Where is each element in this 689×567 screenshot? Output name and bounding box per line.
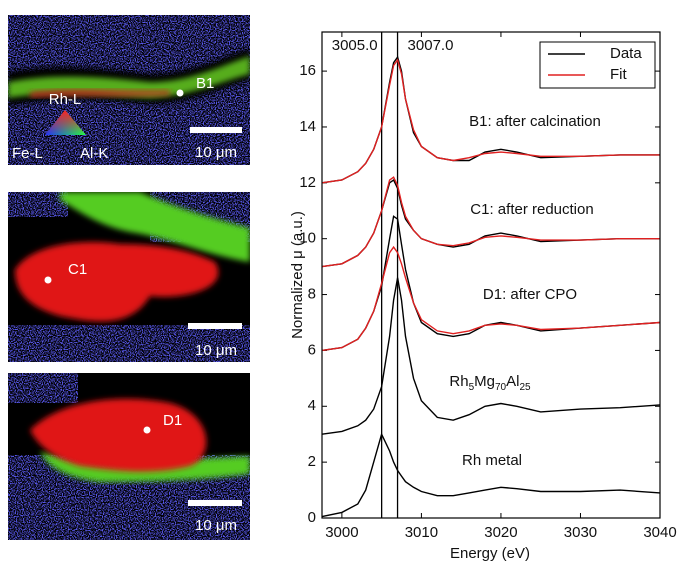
scale-bar (188, 323, 242, 329)
reference-label: 3005.0 (332, 37, 378, 54)
x-tick-label: 3030 (564, 524, 597, 541)
series-annotation: Rh metal (462, 452, 522, 469)
point-label: B1 (196, 75, 214, 92)
x-tick-label: 3000 (325, 524, 358, 541)
annotation-part: C1: after reduction (470, 201, 593, 218)
triangle-label: Al-K (80, 145, 108, 162)
point-marker (177, 90, 184, 97)
y-tick-label: 4 (308, 397, 316, 414)
triangle-label: Fe-L (12, 145, 43, 162)
map-panel (8, 192, 250, 362)
x-tick-label: 3040 (643, 524, 676, 541)
annotation-part: Al (506, 373, 519, 390)
triangle-label: Rh-L (49, 91, 82, 108)
x-tick-label: 3010 (405, 524, 438, 541)
fit-line (322, 177, 660, 266)
series-annotation: D1: after CPO (483, 286, 577, 303)
annotation-part: 70 (495, 382, 507, 393)
series-annotation: Rh5Mg70Al25 (449, 373, 531, 393)
annotation-part: B1: after calcination (469, 113, 601, 130)
y-tick-label: 2 (308, 453, 316, 470)
series-annotation: C1: after reduction (470, 201, 593, 218)
y-tick-label: 6 (308, 341, 316, 358)
data-line (322, 434, 660, 516)
y-tick-label: 10 (299, 230, 316, 247)
y-tick-label: 12 (299, 174, 316, 191)
plot-frame (322, 32, 660, 518)
x-axis-title: Energy (eV) (450, 545, 530, 562)
annotation-part: Mg (474, 373, 495, 390)
x-tick-label: 3020 (484, 524, 517, 541)
scale-bar (190, 127, 242, 133)
y-tick-label: 16 (299, 62, 316, 79)
annotation-part: Rh metal (462, 452, 522, 469)
point-label: D1 (163, 412, 182, 429)
point-label: C1 (68, 261, 87, 278)
point-marker (144, 427, 151, 434)
y-tick-label: 14 (299, 118, 316, 135)
scale-label: 10 μm (195, 144, 237, 161)
annotation-part: D1: after CPO (483, 286, 577, 303)
blue-texture (8, 373, 78, 403)
data-line (322, 180, 660, 267)
point-marker (45, 277, 52, 284)
annotation-part: 25 (519, 382, 531, 393)
annotation-part: Rh (449, 373, 468, 390)
map-panel (8, 373, 250, 540)
legend-label: Data (610, 45, 642, 62)
scale-label: 10 μm (195, 342, 237, 359)
scale-label: 10 μm (195, 517, 237, 534)
scale-bar (188, 500, 242, 506)
y-tick-label: 0 (308, 509, 316, 526)
series-annotation: B1: after calcination (469, 113, 601, 130)
blue-texture (8, 192, 68, 217)
reference-label: 3007.0 (408, 37, 454, 54)
figure: Rh-L Fe-L Al-K B1 10 μm C1 10 μm D1 10 μ… (0, 0, 689, 567)
legend-label: Fit (610, 66, 627, 83)
y-tick-label: 8 (308, 286, 316, 303)
